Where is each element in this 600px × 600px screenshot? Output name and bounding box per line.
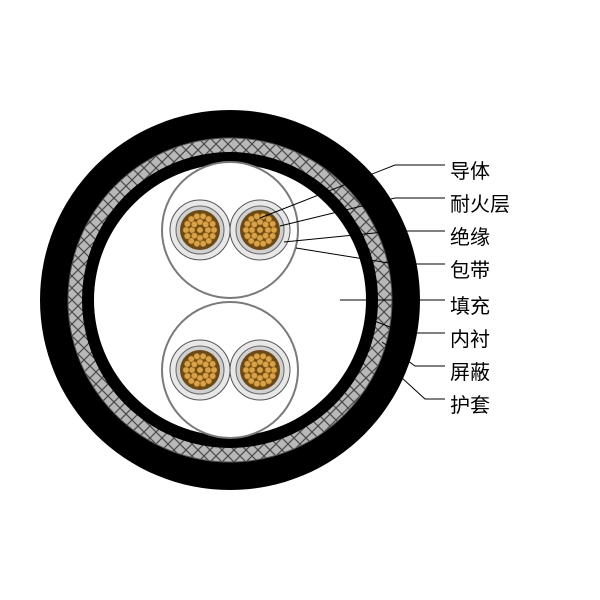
label-filler: 填充	[450, 290, 490, 319]
label-fire_layer: 耐火层	[450, 188, 510, 217]
label-inner_lining: 内衬	[450, 323, 490, 352]
label-insulation: 绝缘	[450, 221, 490, 250]
strand	[200, 380, 206, 386]
label-shield: 屏蔽	[450, 356, 490, 385]
pair-1	[162, 302, 298, 438]
strand	[209, 221, 215, 227]
strand	[209, 361, 215, 367]
strand	[257, 367, 263, 373]
strand	[260, 240, 266, 246]
strand	[200, 240, 206, 246]
strand	[243, 367, 249, 373]
strand	[183, 367, 189, 373]
strand	[244, 233, 250, 239]
label-wrap: 包带	[450, 254, 490, 283]
strand	[194, 213, 200, 219]
strand	[183, 227, 189, 233]
strand	[194, 353, 200, 359]
strand	[184, 373, 190, 379]
strand	[197, 367, 203, 373]
strand	[271, 367, 277, 373]
strand	[211, 367, 217, 373]
strand	[271, 227, 277, 233]
strand	[260, 380, 266, 386]
strand	[254, 213, 260, 219]
strand	[184, 233, 190, 239]
strand	[211, 227, 217, 233]
label-jacket: 护套	[450, 389, 490, 418]
strand	[269, 221, 275, 227]
strand	[197, 227, 203, 233]
strand	[269, 361, 275, 367]
strand	[243, 227, 249, 233]
label-conductor: 导体	[450, 155, 490, 184]
strand	[244, 373, 250, 379]
cable-cross-section-diagram	[0, 0, 600, 600]
pair-0	[162, 162, 298, 298]
strand	[254, 353, 260, 359]
leader-jacket	[402, 378, 445, 399]
strand	[257, 227, 263, 233]
